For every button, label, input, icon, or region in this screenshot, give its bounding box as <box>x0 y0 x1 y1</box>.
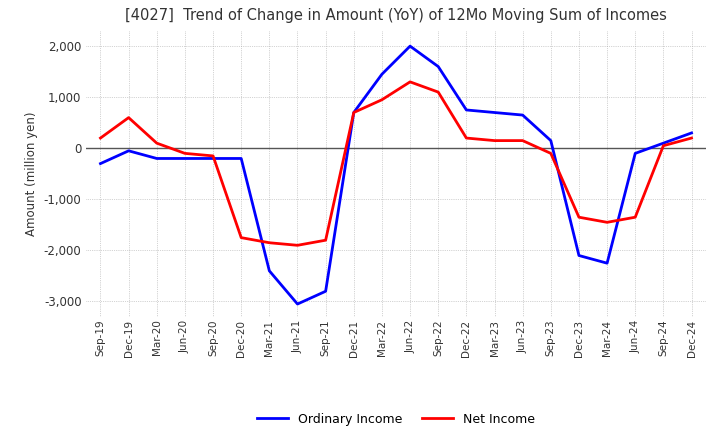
Net Income <box>603 220 611 225</box>
Ordinary Income <box>518 113 527 118</box>
Net Income <box>153 140 161 146</box>
Ordinary Income <box>546 138 555 143</box>
Ordinary Income <box>181 156 189 161</box>
Ordinary Income <box>321 289 330 294</box>
Ordinary Income <box>96 161 105 166</box>
Net Income <box>125 115 133 120</box>
Net Income <box>293 242 302 248</box>
Net Income <box>462 136 471 141</box>
Ordinary Income <box>125 148 133 154</box>
Ordinary Income <box>490 110 499 115</box>
Net Income <box>209 153 217 158</box>
Net Income <box>490 138 499 143</box>
Ordinary Income <box>687 130 696 136</box>
Net Income <box>237 235 246 240</box>
Ordinary Income <box>631 151 639 156</box>
Ordinary Income <box>377 72 386 77</box>
Ordinary Income <box>153 156 161 161</box>
Ordinary Income <box>434 64 443 69</box>
Net Income <box>406 79 415 84</box>
Ordinary Income <box>293 301 302 307</box>
Net Income <box>659 143 667 148</box>
Ordinary Income <box>209 156 217 161</box>
Net Income <box>377 97 386 103</box>
Legend: Ordinary Income, Net Income: Ordinary Income, Net Income <box>252 408 540 431</box>
Net Income <box>265 240 274 246</box>
Ordinary Income <box>462 107 471 113</box>
Net Income <box>434 89 443 95</box>
Ordinary Income <box>265 268 274 274</box>
Net Income <box>575 215 583 220</box>
Net Income <box>546 151 555 156</box>
Ordinary Income <box>603 260 611 266</box>
Line: Net Income: Net Income <box>101 82 691 245</box>
Net Income <box>518 138 527 143</box>
Net Income <box>631 215 639 220</box>
Y-axis label: Amount (million yen): Amount (million yen) <box>25 112 38 236</box>
Ordinary Income <box>659 140 667 146</box>
Line: Ordinary Income: Ordinary Income <box>101 46 691 304</box>
Net Income <box>321 238 330 243</box>
Net Income <box>96 136 105 141</box>
Ordinary Income <box>237 156 246 161</box>
Net Income <box>349 110 358 115</box>
Title: [4027]  Trend of Change in Amount (YoY) of 12Mo Moving Sum of Incomes: [4027] Trend of Change in Amount (YoY) o… <box>125 7 667 23</box>
Net Income <box>687 136 696 141</box>
Ordinary Income <box>406 44 415 49</box>
Net Income <box>181 151 189 156</box>
Ordinary Income <box>349 110 358 115</box>
Ordinary Income <box>575 253 583 258</box>
